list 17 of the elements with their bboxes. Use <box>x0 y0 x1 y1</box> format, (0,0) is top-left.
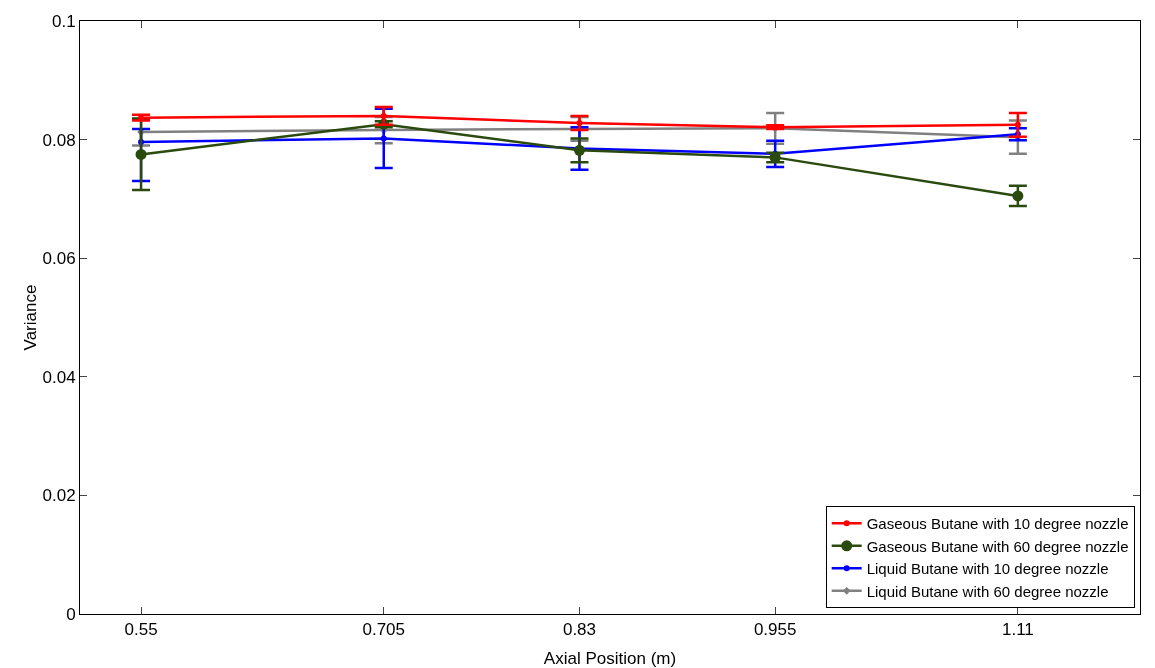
x-tick-label: 1.11 <box>1001 620 1034 640</box>
x-tick-label: 0.83 <box>562 620 597 640</box>
y-tick-label: 0.04 <box>42 367 76 387</box>
y-tick-label: 0.06 <box>42 249 76 269</box>
x-axis-title: Axial Position (m) <box>543 649 677 668</box>
y-tick-label: 0.02 <box>42 486 76 506</box>
legend-label: Liquid Butane with 10 degree nozzle <box>866 560 1109 578</box>
y-tick-label: 0.08 <box>42 130 76 150</box>
y-tick-label: 0 <box>66 604 76 624</box>
x-tick-label: 0.955 <box>753 620 797 640</box>
legend-label: Gaseous Butane with 10 degree nozzle <box>866 515 1129 533</box>
legend-label: Gaseous Butane with 60 degree nozzle <box>866 537 1129 555</box>
x-tick-label: 0.55 <box>124 620 158 640</box>
legend-label: Liquid Butane with 60 degree nozzle <box>866 582 1109 600</box>
y-axis-title: Variance <box>21 284 40 351</box>
y-tick-label: 0.1 <box>51 11 76 31</box>
x-tick-label: 0.705 <box>362 620 406 640</box>
